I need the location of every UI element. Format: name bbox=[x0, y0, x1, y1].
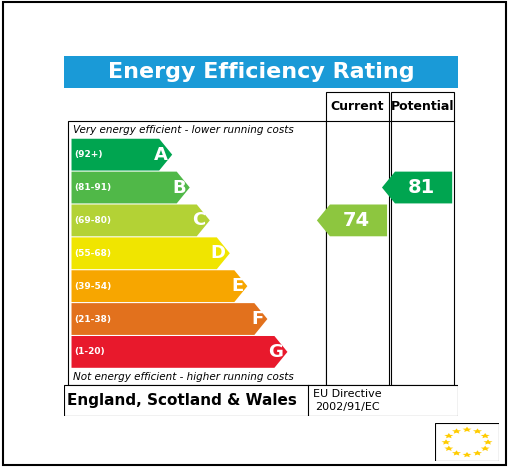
Text: C: C bbox=[192, 212, 206, 229]
Bar bbox=[64, 56, 458, 88]
Polygon shape bbox=[452, 450, 461, 455]
Polygon shape bbox=[71, 303, 267, 335]
Polygon shape bbox=[71, 270, 247, 302]
Bar bbox=[64, 385, 458, 416]
Bar bbox=[326, 92, 389, 385]
Text: Current: Current bbox=[331, 100, 384, 113]
Polygon shape bbox=[473, 450, 482, 455]
Polygon shape bbox=[484, 439, 493, 445]
Polygon shape bbox=[71, 336, 288, 368]
Polygon shape bbox=[441, 439, 450, 445]
Polygon shape bbox=[444, 433, 454, 438]
Polygon shape bbox=[463, 452, 471, 457]
Bar bbox=[68, 121, 326, 385]
Text: B: B bbox=[172, 178, 186, 197]
Polygon shape bbox=[473, 428, 482, 434]
Text: England, Scotland & Wales: England, Scotland & Wales bbox=[67, 393, 297, 408]
Text: (1-20): (1-20) bbox=[75, 347, 105, 356]
Text: Potential: Potential bbox=[391, 100, 455, 113]
Text: 81: 81 bbox=[407, 178, 435, 197]
Text: D: D bbox=[211, 244, 226, 262]
Polygon shape bbox=[452, 428, 461, 434]
Polygon shape bbox=[71, 139, 172, 170]
Bar bbox=[391, 92, 454, 385]
Polygon shape bbox=[71, 172, 190, 204]
Text: (21-38): (21-38) bbox=[75, 315, 111, 324]
Text: Not energy efficient - higher running costs: Not energy efficient - higher running co… bbox=[73, 372, 294, 382]
Text: EU Directive
2002/91/EC: EU Directive 2002/91/EC bbox=[314, 389, 382, 412]
Polygon shape bbox=[71, 237, 230, 269]
Text: A: A bbox=[154, 146, 168, 163]
Text: Very energy efficient - lower running costs: Very energy efficient - lower running co… bbox=[73, 125, 294, 135]
Polygon shape bbox=[480, 433, 490, 438]
Text: (39-54): (39-54) bbox=[75, 282, 112, 290]
Text: (69-80): (69-80) bbox=[75, 216, 111, 225]
Text: Energy Efficiency Rating: Energy Efficiency Rating bbox=[107, 62, 414, 82]
Text: 74: 74 bbox=[343, 211, 370, 230]
Text: (55-68): (55-68) bbox=[75, 249, 111, 258]
Polygon shape bbox=[317, 205, 387, 236]
Text: G: G bbox=[269, 343, 284, 361]
Polygon shape bbox=[463, 427, 471, 432]
Text: E: E bbox=[231, 277, 243, 295]
Text: (81-91): (81-91) bbox=[75, 183, 112, 192]
Text: (92+): (92+) bbox=[75, 150, 103, 159]
Polygon shape bbox=[480, 446, 490, 451]
Polygon shape bbox=[444, 446, 454, 451]
Text: F: F bbox=[251, 310, 264, 328]
Polygon shape bbox=[382, 172, 452, 204]
Polygon shape bbox=[71, 205, 210, 236]
